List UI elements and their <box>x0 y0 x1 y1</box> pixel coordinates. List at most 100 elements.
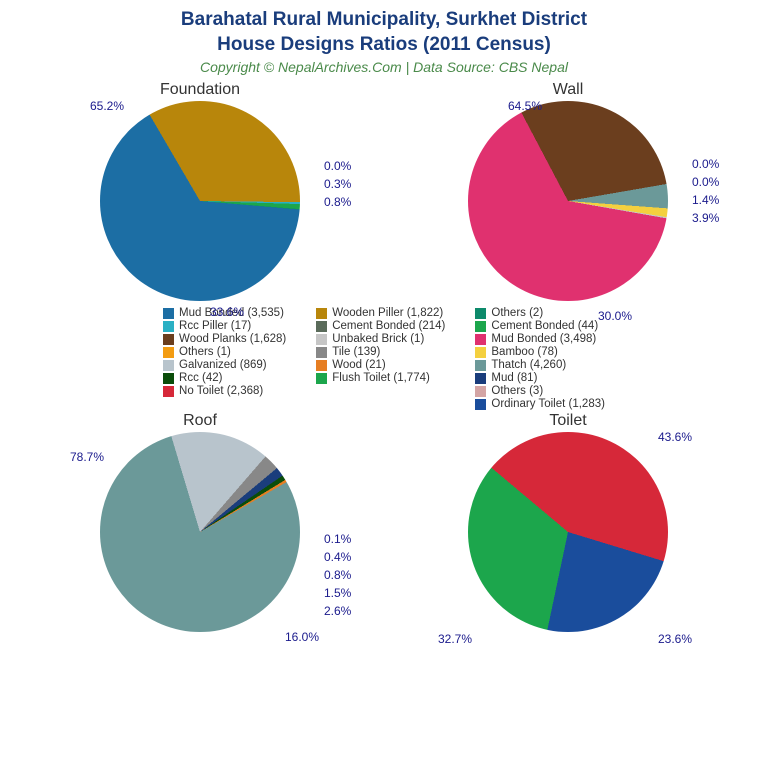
legend: Mud Bonded (3,535)Rcc Piller (17)Wood Pl… <box>16 307 752 410</box>
foundation-pie-wrap: 65.2%33.6%0.0%0.3%0.8% <box>100 101 300 301</box>
legend-item: Wooden Piller (1,822) <box>316 307 445 319</box>
foundation-pie <box>100 101 300 301</box>
title-line-2: House Designs Ratios (2011 Census) <box>217 34 551 55</box>
legend-item: Cement Bonded (44) <box>475 320 605 332</box>
pct-label: 16.0% <box>285 630 319 644</box>
pct-label: 43.6% <box>658 430 692 444</box>
roof-pie <box>100 432 300 632</box>
legend-item: Others (3) <box>475 385 605 397</box>
subtitle: Copyright © NepalArchives.Com | Data Sou… <box>16 59 752 75</box>
pct-label: 2.6% <box>324 604 351 618</box>
pct-label: 0.8% <box>324 195 351 209</box>
toilet-pie-wrap: 43.6%23.6%32.7% <box>468 432 668 632</box>
title-line-1: Barahatal Rural Municipality, Surkhet Di… <box>181 9 587 30</box>
legend-item: Rcc (42) <box>163 372 286 384</box>
legend-label: Bamboo (78) <box>491 346 557 358</box>
top-row: Foundation 65.2%33.6%0.0%0.3%0.8% Wall 6… <box>16 81 752 301</box>
legend-swatch <box>163 321 174 332</box>
pct-label: 78.7% <box>70 450 104 464</box>
pct-label: 23.6% <box>658 632 692 646</box>
legend-label: Wood (21) <box>332 359 385 371</box>
legend-label: Tile (139) <box>332 346 380 358</box>
legend-item: Wood (21) <box>316 359 445 371</box>
pct-label: 64.5% <box>508 99 542 113</box>
legend-swatch <box>475 386 486 397</box>
pct-label: 0.4% <box>324 550 351 564</box>
legend-swatch <box>475 321 486 332</box>
legend-label: Rcc Piller (17) <box>179 320 251 332</box>
legend-label: Thatch (4,260) <box>491 359 566 371</box>
legend-item: Others (1) <box>163 346 286 358</box>
legend-swatch <box>475 373 486 384</box>
legend-label: Wood Planks (1,628) <box>179 333 286 345</box>
legend-item: Galvanized (869) <box>163 359 286 371</box>
legend-item: Thatch (4,260) <box>475 359 605 371</box>
legend-label: Others (1) <box>179 346 231 358</box>
legend-label: Flush Toilet (1,774) <box>332 372 430 384</box>
legend-swatch <box>316 360 327 371</box>
legend-swatch <box>163 360 174 371</box>
legend-item: Ordinary Toilet (1,283) <box>475 398 605 410</box>
toilet-chart: Toilet 43.6%23.6%32.7% <box>398 412 738 632</box>
pct-label: 0.0% <box>692 175 719 189</box>
legend-label: Wooden Piller (1,822) <box>332 307 443 319</box>
wall-label: Wall <box>398 81 738 99</box>
pct-label: 33.6% <box>210 305 244 319</box>
wall-pie-wrap: 64.5%30.0%0.0%0.0%1.4%3.9% <box>468 101 668 301</box>
legend-item: Bamboo (78) <box>475 346 605 358</box>
wall-pie <box>468 101 668 301</box>
roof-pie-wrap: 78.7%16.0%0.1%0.4%0.8%1.5%2.6% <box>100 432 300 632</box>
legend-label: Galvanized (869) <box>179 359 267 371</box>
bottom-row: Roof 78.7%16.0%0.1%0.4%0.8%1.5%2.6% Toil… <box>16 412 752 632</box>
legend-swatch <box>475 347 486 358</box>
legend-item: Others (2) <box>475 307 605 319</box>
toilet-pie <box>468 432 668 632</box>
legend-swatch <box>163 347 174 358</box>
legend-swatch <box>316 308 327 319</box>
legend-swatch <box>316 334 327 345</box>
foundation-chart: Foundation 65.2%33.6%0.0%0.3%0.8% <box>30 81 370 301</box>
legend-swatch <box>163 386 174 397</box>
legend-swatch <box>316 321 327 332</box>
legend-label: Rcc (42) <box>179 372 222 384</box>
legend-swatch <box>163 308 174 319</box>
legend-swatch <box>475 308 486 319</box>
legend-item: Mud (81) <box>475 372 605 384</box>
pct-label: 0.3% <box>324 177 351 191</box>
legend-swatch <box>475 334 486 345</box>
pct-label: 0.0% <box>692 157 719 171</box>
pct-label: 65.2% <box>90 99 124 113</box>
legend-item: No Toilet (2,368) <box>163 385 286 397</box>
pct-label: 0.0% <box>324 159 351 173</box>
legend-swatch <box>163 334 174 345</box>
legend-item: Unbaked Brick (1) <box>316 333 445 345</box>
legend-label: Others (3) <box>491 385 543 397</box>
legend-item: Cement Bonded (214) <box>316 320 445 332</box>
main-title: Barahatal Rural Municipality, Surkhet Di… <box>16 8 752 57</box>
legend-item: Mud Bonded (3,498) <box>475 333 605 345</box>
legend-col-2: Wooden Piller (1,822)Cement Bonded (214)… <box>316 307 445 410</box>
legend-item: Flush Toilet (1,774) <box>316 372 445 384</box>
legend-label: No Toilet (2,368) <box>179 385 263 397</box>
legend-swatch <box>475 399 486 410</box>
legend-label: Mud (81) <box>491 372 537 384</box>
pct-label: 32.7% <box>438 632 472 646</box>
wall-chart: Wall 64.5%30.0%0.0%0.0%1.4%3.9% <box>398 81 738 301</box>
legend-label: Unbaked Brick (1) <box>332 333 424 345</box>
legend-swatch <box>163 373 174 384</box>
pct-label: 0.1% <box>324 532 351 546</box>
legend-label: Others (2) <box>491 307 543 319</box>
legend-item: Rcc Piller (17) <box>163 320 286 332</box>
legend-label: Mud Bonded (3,498) <box>491 333 596 345</box>
legend-swatch <box>316 373 327 384</box>
pct-label: 1.4% <box>692 193 719 207</box>
pct-label: 30.0% <box>598 309 632 323</box>
legend-label: Cement Bonded (44) <box>491 320 598 332</box>
legend-col-3: Others (2)Cement Bonded (44)Mud Bonded (… <box>475 307 605 410</box>
chart-container: Barahatal Rural Municipality, Surkhet Di… <box>0 0 768 768</box>
toilet-label: Toilet <box>398 412 738 430</box>
legend-label: Cement Bonded (214) <box>332 320 445 332</box>
pct-label: 1.5% <box>324 586 351 600</box>
pct-label: 0.8% <box>324 568 351 582</box>
pct-label: 3.9% <box>692 211 719 225</box>
